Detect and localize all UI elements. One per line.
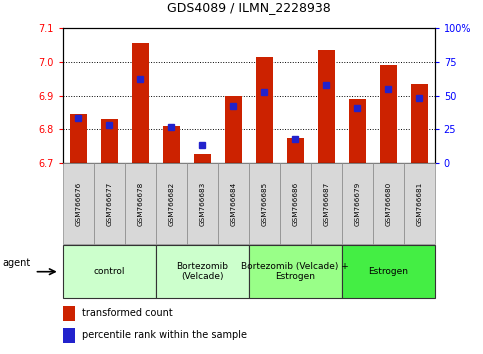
Text: GSM766682: GSM766682 bbox=[168, 181, 174, 226]
Bar bbox=[132, 44, 149, 163]
Text: GSM766686: GSM766686 bbox=[292, 181, 298, 226]
Bar bbox=[349, 99, 366, 163]
Text: GSM766683: GSM766683 bbox=[199, 181, 205, 226]
Text: Estrogen: Estrogen bbox=[368, 267, 408, 276]
Text: GSM766680: GSM766680 bbox=[385, 181, 391, 226]
Bar bbox=[311, 163, 342, 244]
Bar bbox=[404, 163, 435, 244]
Text: GSM766677: GSM766677 bbox=[106, 181, 112, 226]
Bar bbox=[318, 50, 335, 163]
Bar bbox=[125, 163, 156, 244]
Bar bbox=[225, 96, 242, 163]
Text: Bortezomib
(Velcade): Bortezomib (Velcade) bbox=[176, 262, 228, 281]
Bar bbox=[342, 245, 435, 298]
Bar bbox=[94, 163, 125, 244]
Bar bbox=[373, 163, 404, 244]
Bar bbox=[411, 84, 428, 163]
Bar bbox=[249, 163, 280, 244]
Bar bbox=[63, 245, 156, 298]
Text: GDS4089 / ILMN_2228938: GDS4089 / ILMN_2228938 bbox=[167, 1, 331, 14]
Bar bbox=[187, 163, 218, 244]
Bar bbox=[249, 245, 342, 298]
Text: GSM766687: GSM766687 bbox=[323, 181, 329, 226]
Bar bbox=[63, 306, 75, 321]
Bar bbox=[156, 163, 187, 244]
Bar bbox=[63, 163, 94, 244]
Text: GSM766684: GSM766684 bbox=[230, 181, 236, 226]
Text: GSM766685: GSM766685 bbox=[261, 181, 267, 226]
Text: Bortezomib (Velcade) +
Estrogen: Bortezomib (Velcade) + Estrogen bbox=[242, 262, 349, 281]
Bar bbox=[101, 119, 118, 163]
Text: transformed count: transformed count bbox=[82, 308, 173, 318]
Text: GSM766678: GSM766678 bbox=[137, 181, 143, 226]
Bar bbox=[256, 57, 273, 163]
Bar bbox=[163, 126, 180, 163]
Bar bbox=[287, 138, 304, 163]
Text: control: control bbox=[94, 267, 125, 276]
Bar bbox=[70, 114, 87, 163]
Bar bbox=[156, 245, 249, 298]
Bar bbox=[342, 163, 373, 244]
Text: GSM766679: GSM766679 bbox=[354, 181, 360, 226]
Text: GSM766681: GSM766681 bbox=[416, 181, 422, 226]
Bar bbox=[280, 163, 311, 244]
Text: agent: agent bbox=[2, 258, 30, 268]
Bar bbox=[194, 154, 211, 163]
Bar bbox=[218, 163, 249, 244]
Bar bbox=[380, 65, 397, 163]
Bar bbox=[63, 328, 75, 343]
Text: percentile rank within the sample: percentile rank within the sample bbox=[82, 330, 247, 340]
Text: GSM766676: GSM766676 bbox=[75, 181, 81, 226]
